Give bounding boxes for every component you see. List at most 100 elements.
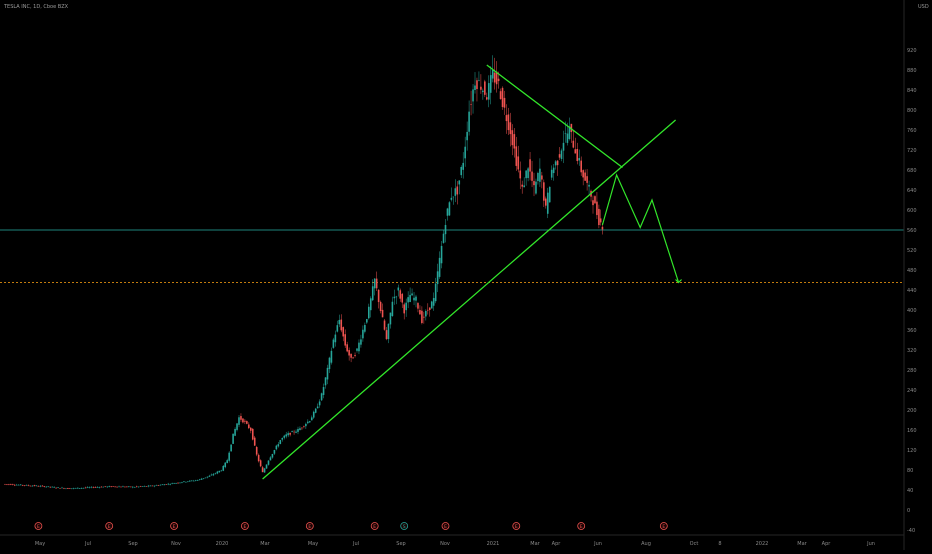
candle-body [181, 482, 183, 483]
candle-body [303, 426, 305, 427]
candle-body [599, 218, 602, 223]
candle-body [210, 474, 213, 476]
candle-body [293, 431, 295, 433]
event-marker[interactable] [659, 522, 668, 530]
event-marker[interactable] [305, 522, 314, 530]
candle-body [525, 170, 527, 179]
candle-body [145, 486, 148, 487]
candle-body [206, 476, 209, 478]
candle-body [546, 192, 549, 214]
candle-body [531, 171, 533, 181]
y-tick-label: 200 [907, 408, 917, 414]
candle-body [248, 424, 250, 429]
candle-body [299, 428, 301, 431]
candle-body [61, 487, 63, 489]
resistance-trendline[interactable] [486, 64, 623, 169]
currency-label: USD [918, 4, 929, 10]
event-marker[interactable] [577, 522, 586, 530]
candle-body [281, 437, 284, 440]
event-marker[interactable] [170, 522, 179, 530]
candle-body [466, 131, 468, 141]
candle-body [31, 485, 34, 487]
candle-body [399, 290, 402, 299]
event-marker[interactable] [34, 522, 43, 530]
candle-body [348, 350, 350, 356]
candle-body [183, 481, 185, 483]
candle-body [124, 486, 126, 488]
candle-body [161, 484, 164, 486]
candle-body [67, 488, 69, 489]
candle-body [462, 162, 464, 170]
event-marker[interactable] [240, 522, 249, 530]
event-marker[interactable] [370, 522, 379, 530]
candle-body [92, 487, 95, 488]
candle-body [110, 486, 112, 487]
y-tick-label: 280 [907, 368, 917, 374]
x-tick-label: 2020 [216, 541, 229, 547]
candle-body [17, 484, 20, 486]
candle-body [271, 454, 274, 458]
candle-body [15, 484, 18, 486]
candle-body [59, 487, 61, 489]
y-tick-label: 80 [907, 468, 913, 474]
candle-body [53, 487, 55, 488]
candle-body [96, 487, 99, 488]
candle-body [104, 486, 107, 487]
candle-body [324, 377, 327, 386]
candle-body [234, 428, 236, 436]
projection-arrowhead [675, 279, 682, 284]
event-marker[interactable] [512, 522, 521, 530]
candle-body [12, 484, 14, 485]
candle-body [151, 485, 154, 487]
candle-body [90, 486, 93, 488]
candle-body [65, 488, 67, 490]
candle-body [527, 168, 529, 178]
candle-body [246, 421, 248, 424]
candle-body [576, 148, 579, 162]
y-tick-label: 160 [907, 428, 917, 434]
candle-body [116, 486, 118, 488]
candle-body [436, 271, 439, 285]
candle-body [218, 470, 221, 473]
event-marker[interactable] [105, 522, 114, 530]
candle-body [8, 484, 10, 485]
candle-body [556, 160, 559, 166]
candle-body [592, 200, 594, 206]
candle-body [582, 170, 584, 178]
candle-body [251, 428, 254, 440]
event-marker[interactable] [441, 522, 450, 530]
candle-body [165, 484, 168, 485]
candle-body [153, 485, 156, 487]
y-tick-label: 600 [907, 208, 917, 214]
candle-body [425, 310, 427, 317]
candle-body [350, 353, 352, 358]
event-marker-letter: E [108, 524, 111, 530]
candle-body [464, 146, 466, 159]
candle-body [100, 486, 103, 488]
support-trendline[interactable] [262, 119, 677, 480]
y-tick-label: 560 [907, 228, 917, 234]
candle-body [423, 316, 425, 318]
candle-body [393, 296, 396, 299]
candle-body [204, 477, 207, 479]
candle-body [358, 342, 360, 352]
candle-body [49, 486, 51, 488]
candle-body [155, 485, 158, 486]
event-marker-letter: E [515, 524, 518, 530]
event-marker-letter: E [662, 524, 665, 530]
y-tick-label: 320 [907, 348, 917, 354]
candle-body [310, 417, 313, 421]
candle-body [74, 488, 77, 489]
candle-body [309, 421, 311, 423]
projection-path[interactable] [601, 173, 680, 283]
candle-body [139, 486, 142, 487]
x-tick-label: Jul [352, 541, 359, 547]
candle-body [377, 289, 380, 303]
candle-body [133, 487, 136, 488]
event-marker[interactable] [400, 522, 409, 530]
candle-body [421, 310, 423, 324]
y-tick-label: 0 [907, 508, 910, 514]
